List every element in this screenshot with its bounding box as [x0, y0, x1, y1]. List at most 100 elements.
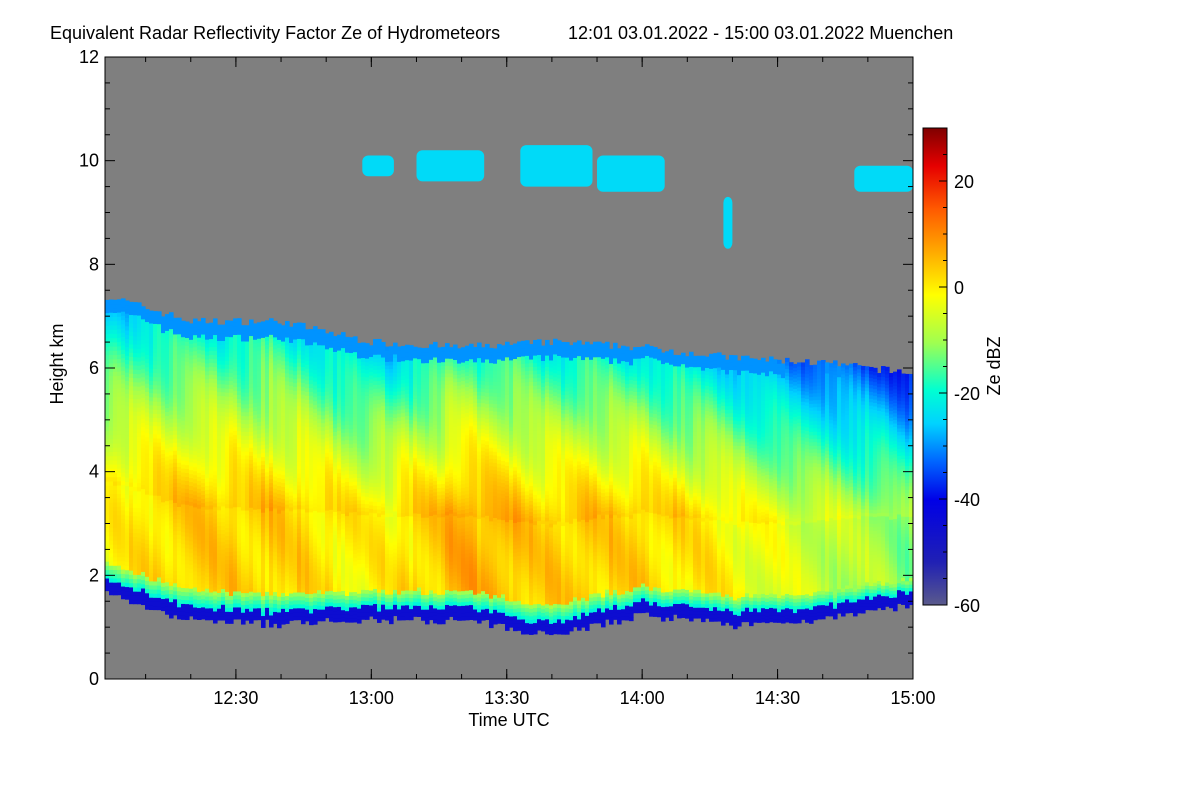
heatmap-cell — [201, 414, 206, 419]
heatmap-cell — [165, 500, 170, 506]
heatmap-cell — [217, 580, 222, 586]
heatmap-cell — [137, 595, 142, 601]
heatmap-cell — [317, 515, 322, 521]
heatmap-cell — [229, 471, 234, 477]
heatmap-cell — [177, 490, 182, 495]
heatmap-cell — [321, 515, 326, 521]
heatmap-cell — [213, 510, 218, 516]
heatmap-cell — [117, 438, 122, 444]
heatmap-cell — [337, 514, 342, 519]
heatmap-cell — [289, 365, 294, 371]
heatmap-cell — [193, 582, 198, 588]
heatmap-cell — [221, 367, 226, 373]
heatmap-cell — [113, 476, 118, 482]
heatmap-cell — [229, 571, 234, 577]
heatmap-cell — [109, 497, 114, 503]
heatmap-cell — [261, 400, 266, 406]
heatmap-cell — [269, 418, 274, 424]
heatmap-cell — [333, 351, 338, 356]
heatmap-cell — [133, 335, 138, 341]
heatmap-cell — [205, 418, 210, 423]
heatmap-cell — [277, 493, 282, 498]
heatmap-cell — [177, 562, 182, 568]
heatmap-cell — [333, 469, 338, 474]
heatmap-cell — [173, 570, 178, 576]
heatmap-cell — [161, 433, 166, 438]
heatmap-cell — [345, 340, 350, 346]
heatmap-cell — [201, 406, 206, 411]
heatmap-cell — [205, 548, 210, 554]
heatmap-cell — [185, 472, 190, 478]
heatmap-cell — [141, 397, 146, 403]
heatmap-cell — [125, 561, 130, 567]
heatmap-cell — [233, 446, 238, 452]
heatmap-cell — [341, 428, 346, 433]
heatmap-cell — [297, 441, 302, 446]
heatmap-cell — [365, 604, 370, 609]
heatmap-cell — [105, 485, 110, 491]
heatmap-cell — [317, 344, 322, 350]
heatmap-cell — [305, 577, 310, 583]
heatmap-cell — [205, 426, 210, 431]
heatmap-cell — [241, 384, 246, 389]
heatmap-cell — [301, 421, 306, 427]
heatmap-cell — [289, 510, 294, 516]
heatmap-cell — [273, 364, 278, 370]
heatmap-cell — [241, 498, 246, 503]
heatmap-cell — [345, 492, 350, 498]
heatmap-cell — [317, 414, 322, 420]
heatmap-cell — [361, 391, 366, 396]
heatmap-cell — [113, 375, 118, 381]
heatmap-cell — [277, 335, 282, 340]
heatmap-cell — [157, 343, 162, 349]
heatmap-cell — [193, 442, 198, 448]
heatmap-cell — [253, 493, 258, 498]
heatmap-cell — [365, 559, 370, 564]
heatmap-cell — [117, 328, 122, 334]
heatmap-cell — [269, 330, 274, 335]
heatmap-cell — [245, 572, 250, 578]
heatmap-cell — [321, 566, 326, 571]
heatmap-cell — [337, 388, 342, 393]
heatmap-cell — [277, 323, 282, 329]
heatmap-cell — [201, 506, 206, 512]
heatmap-cell — [153, 466, 158, 472]
heatmap-cell — [309, 356, 314, 361]
heatmap-cell — [165, 585, 170, 591]
heatmap-cell — [257, 342, 262, 347]
heatmap-cell — [229, 567, 234, 573]
heatmap-cell — [361, 551, 366, 557]
heatmap-cell — [261, 595, 266, 601]
heatmap-cell — [313, 404, 318, 410]
heatmap-cell — [225, 336, 230, 341]
heatmap-cell — [221, 600, 226, 605]
heatmap-cell — [301, 342, 306, 348]
heatmap-cell — [161, 525, 166, 531]
heatmap-cell — [237, 494, 242, 500]
heatmap-cell — [281, 557, 286, 562]
heatmap-cell — [141, 318, 146, 324]
heatmap-cell — [241, 466, 246, 472]
heatmap-cell — [221, 387, 226, 393]
heatmap-cell — [293, 572, 298, 577]
heatmap-cell — [281, 498, 286, 503]
heatmap-cell — [221, 340, 226, 345]
heatmap-cell — [301, 603, 306, 609]
heatmap-cell — [217, 423, 222, 428]
heatmap-cell — [317, 581, 322, 587]
heatmap-cell — [269, 334, 274, 339]
heatmap-cell — [177, 341, 182, 347]
heatmap-cell — [369, 515, 374, 521]
heatmap-cell — [149, 556, 154, 561]
heatmap-cell — [273, 535, 278, 541]
heatmap-cell — [225, 431, 230, 437]
heatmap-cell — [241, 450, 246, 456]
heatmap-cell — [365, 600, 370, 605]
heatmap-cell — [201, 526, 206, 532]
heatmap-cell — [329, 505, 334, 510]
heatmap-cell — [153, 405, 158, 410]
heatmap-cell — [201, 570, 206, 576]
heatmap-cell — [133, 482, 138, 487]
heatmap-cell — [125, 325, 130, 331]
heatmap-cell — [365, 399, 370, 404]
